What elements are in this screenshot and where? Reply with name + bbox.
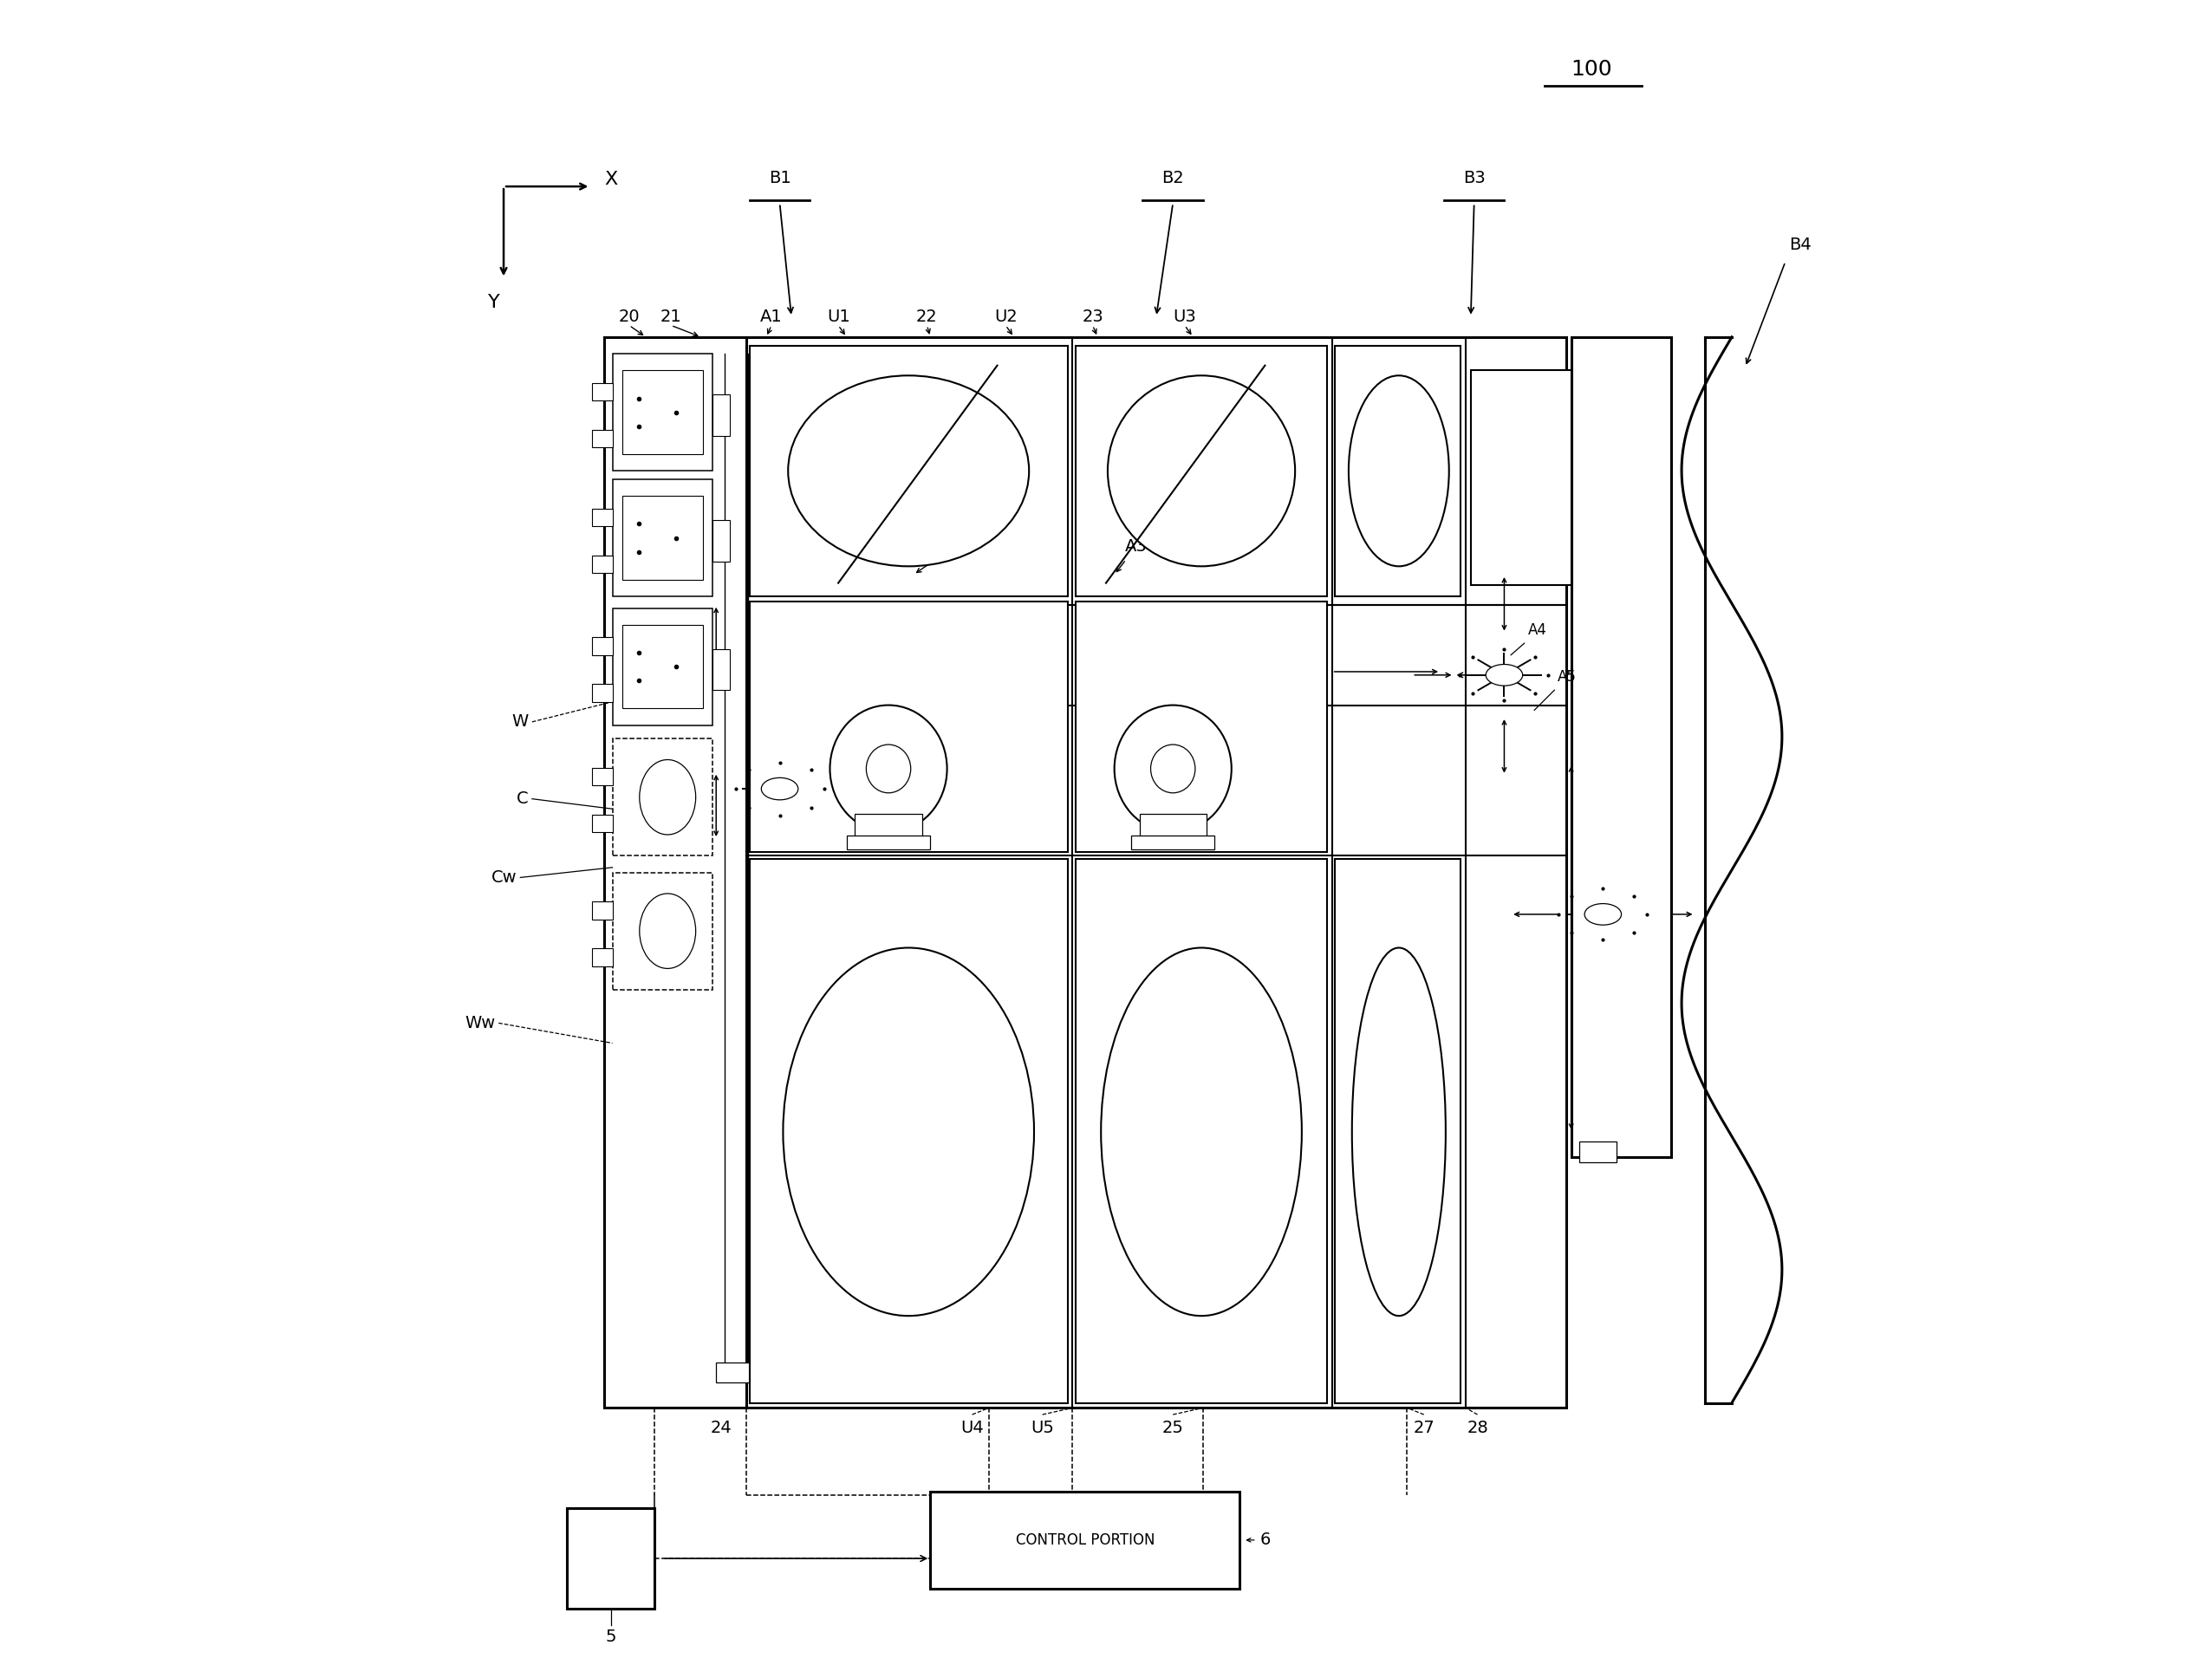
Text: 28: 28 bbox=[1467, 1420, 1489, 1436]
Bar bbox=[613, 873, 712, 990]
Bar bbox=[622, 371, 703, 455]
Ellipse shape bbox=[639, 760, 697, 834]
Ellipse shape bbox=[867, 745, 911, 794]
Ellipse shape bbox=[830, 705, 947, 832]
Bar bbox=[1471, 371, 1575, 584]
Bar bbox=[613, 354, 712, 472]
Ellipse shape bbox=[1352, 948, 1447, 1316]
Text: B4: B4 bbox=[1790, 237, 1812, 253]
Bar bbox=[613, 738, 712, 856]
Text: Y: Y bbox=[487, 294, 500, 310]
Text: 24: 24 bbox=[710, 1420, 732, 1436]
Ellipse shape bbox=[639, 894, 697, 968]
Bar bbox=[593, 685, 613, 701]
Text: A3: A3 bbox=[1126, 539, 1148, 554]
Ellipse shape bbox=[1108, 376, 1294, 565]
Text: U5: U5 bbox=[1031, 1420, 1055, 1436]
Ellipse shape bbox=[1486, 664, 1522, 686]
Text: A2: A2 bbox=[938, 539, 960, 554]
Bar bbox=[1571, 337, 1672, 1156]
Text: U3: U3 bbox=[1172, 309, 1197, 326]
Text: CONTROL PORTION: CONTROL PORTION bbox=[1015, 1532, 1155, 1547]
Text: 27: 27 bbox=[1413, 1420, 1436, 1436]
Bar bbox=[593, 901, 613, 920]
Text: Ww: Ww bbox=[465, 1015, 495, 1032]
Text: 21: 21 bbox=[659, 309, 681, 326]
Text: 5: 5 bbox=[606, 1629, 617, 1644]
Ellipse shape bbox=[787, 376, 1029, 565]
Bar bbox=[750, 346, 1068, 596]
Bar bbox=[1130, 836, 1214, 849]
Bar bbox=[856, 814, 922, 844]
Ellipse shape bbox=[1115, 705, 1232, 832]
Bar bbox=[1579, 1141, 1617, 1161]
Text: X: X bbox=[604, 171, 617, 188]
Text: 25: 25 bbox=[1161, 1420, 1183, 1436]
Text: A1: A1 bbox=[761, 309, 783, 326]
Bar bbox=[593, 638, 613, 654]
Ellipse shape bbox=[1584, 904, 1621, 925]
Bar bbox=[750, 601, 1068, 852]
Text: U1: U1 bbox=[827, 309, 849, 326]
Bar bbox=[717, 1363, 757, 1383]
Bar bbox=[593, 769, 613, 785]
Text: Cw: Cw bbox=[491, 869, 518, 886]
Text: A4: A4 bbox=[1528, 623, 1546, 638]
Bar bbox=[622, 624, 703, 708]
Bar bbox=[750, 859, 1068, 1403]
Bar bbox=[593, 555, 613, 572]
Bar bbox=[613, 607, 712, 725]
Bar bbox=[622, 497, 703, 579]
Text: 100: 100 bbox=[1571, 59, 1613, 81]
Bar bbox=[604, 337, 1566, 1408]
Bar bbox=[593, 508, 613, 527]
Bar bbox=[1075, 859, 1327, 1403]
Ellipse shape bbox=[1349, 376, 1449, 565]
Text: 23: 23 bbox=[1082, 309, 1104, 326]
Bar bbox=[1075, 601, 1327, 852]
Ellipse shape bbox=[761, 779, 799, 800]
Bar bbox=[1075, 346, 1327, 596]
Bar bbox=[593, 816, 613, 832]
Text: 20: 20 bbox=[619, 309, 639, 326]
Bar bbox=[931, 1492, 1241, 1589]
Text: 22: 22 bbox=[916, 309, 938, 326]
Bar bbox=[593, 948, 613, 967]
Bar bbox=[593, 430, 613, 448]
Text: U4: U4 bbox=[960, 1420, 984, 1436]
Ellipse shape bbox=[1150, 745, 1194, 794]
Bar bbox=[712, 394, 730, 436]
Text: U2: U2 bbox=[993, 309, 1018, 326]
Bar bbox=[1139, 814, 1206, 844]
Bar bbox=[847, 836, 931, 849]
Bar bbox=[566, 1509, 655, 1609]
Bar bbox=[1336, 346, 1460, 596]
Text: B3: B3 bbox=[1462, 169, 1484, 186]
Text: W: W bbox=[511, 713, 529, 730]
Ellipse shape bbox=[783, 948, 1033, 1316]
Text: 6: 6 bbox=[1261, 1532, 1270, 1549]
Text: B1: B1 bbox=[768, 169, 792, 186]
Text: C: C bbox=[518, 790, 529, 807]
Ellipse shape bbox=[1102, 948, 1303, 1316]
Bar bbox=[593, 383, 613, 401]
Bar bbox=[613, 480, 712, 596]
Bar bbox=[712, 520, 730, 560]
Text: A5: A5 bbox=[1557, 670, 1577, 685]
Text: B2: B2 bbox=[1161, 169, 1183, 186]
Bar bbox=[712, 649, 730, 690]
Bar bbox=[1336, 859, 1460, 1403]
